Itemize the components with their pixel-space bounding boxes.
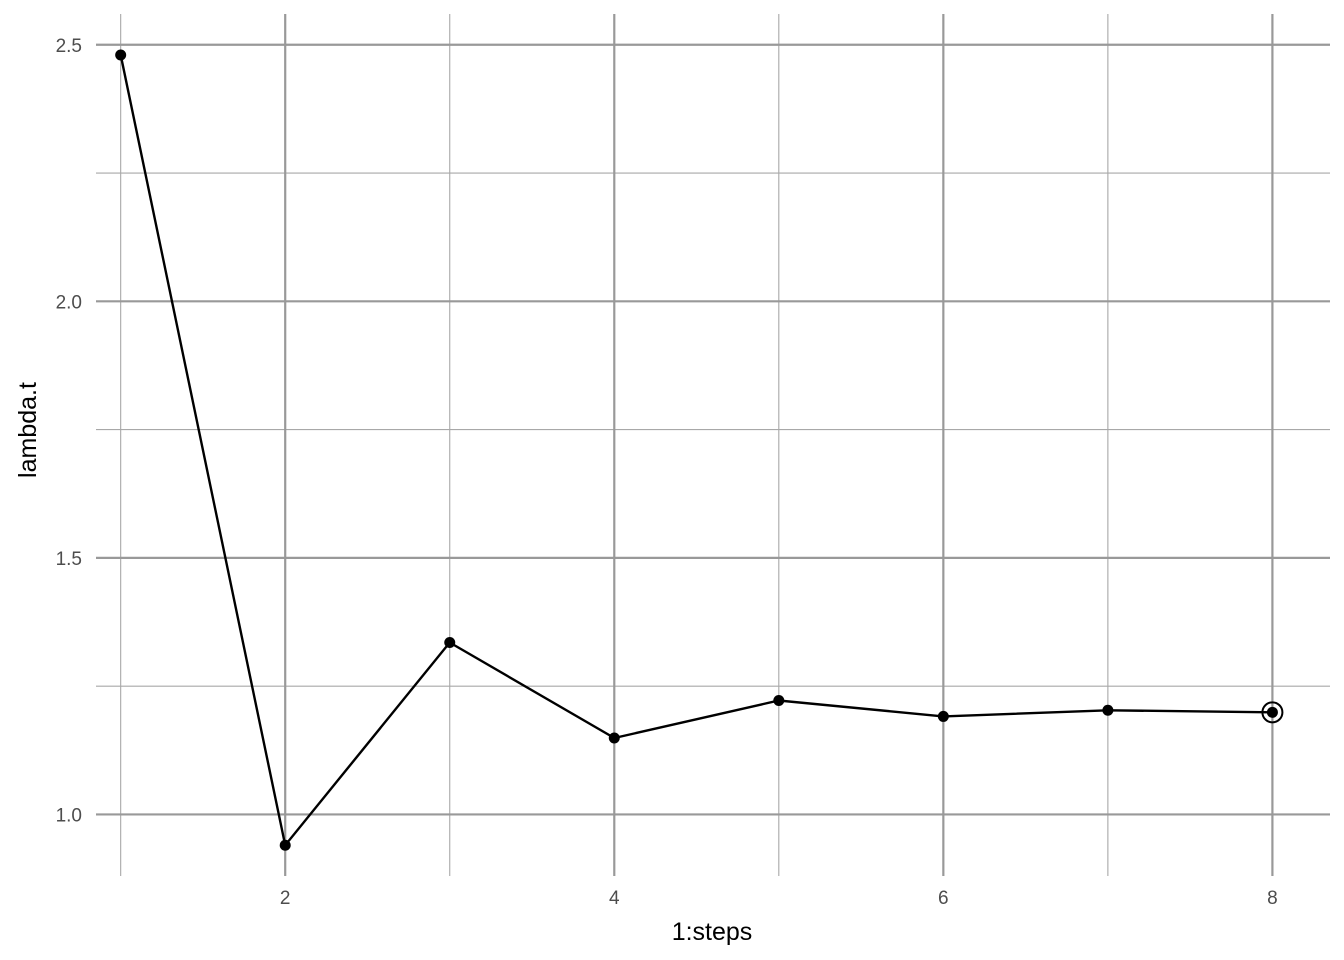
data-point: [937, 710, 949, 722]
data-point: [773, 695, 785, 707]
series-line: [119, 54, 1273, 848]
tick-labels: 1.0 1.5 2.0 2.5 2 4 6 8: [56, 36, 1278, 909]
y-tick-label: 1.0: [56, 805, 82, 826]
x-tick-label: 8: [1267, 888, 1278, 909]
y-tick-label: 2.0: [56, 292, 82, 313]
data-point: [1102, 704, 1114, 716]
x-axis-title: 1:steps: [672, 918, 753, 946]
data-point: [279, 839, 291, 851]
y-axis-title: lambda.t: [14, 382, 42, 478]
data-point: [115, 49, 127, 61]
x-tick-label: 2: [280, 888, 291, 909]
highlighted-point-ring: [1261, 701, 1284, 724]
y-tick-label: 2.5: [56, 36, 82, 57]
data-point: [1266, 706, 1278, 718]
data-point: [608, 732, 620, 744]
grid: [96, 14, 1330, 876]
y-tick-label: 1.5: [56, 549, 82, 570]
x-tick-label: 6: [938, 888, 949, 909]
x-tick-label: 4: [609, 888, 620, 909]
data-point: [444, 637, 456, 649]
data-points: [115, 49, 1284, 851]
